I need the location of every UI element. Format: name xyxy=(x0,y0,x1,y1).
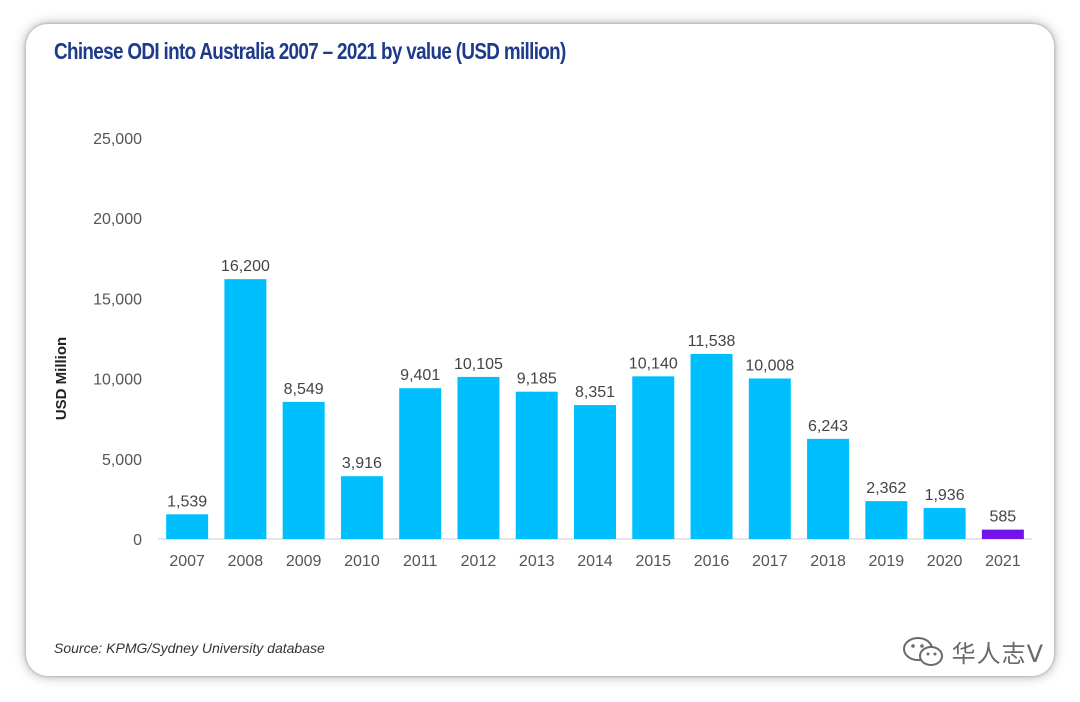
y-tick-label: 15,000 xyxy=(93,291,142,308)
bar-chart: 0 5,000 10,000 15,000 20,000 25,000 USD Millio… xyxy=(53,131,1032,570)
chart-title: Chinese ODI into Australia 2007 – 2021 b… xyxy=(54,38,566,64)
x-tick-label-2009: 2009 xyxy=(286,553,322,570)
x-tick-label-2010: 2010 xyxy=(344,553,380,570)
bar-2021 xyxy=(981,529,1024,539)
source-note: Source: KPMG/Sydney University database xyxy=(54,640,325,656)
y-axis-title: USD Million xyxy=(53,337,70,420)
data-label-2020: 1,936 xyxy=(925,487,965,504)
x-tick-label-2014: 2014 xyxy=(577,553,613,570)
watermark: 华人志V xyxy=(902,634,1044,669)
x-tick-label-2007: 2007 xyxy=(169,553,205,570)
data-label-2021: 585 xyxy=(990,509,1017,526)
y-tick-label: 20,000 xyxy=(93,211,142,228)
bar-2013 xyxy=(515,391,558,539)
wechat-icon xyxy=(902,636,943,666)
watermark-text: 华人志V xyxy=(951,640,1044,668)
data-label-2018: 6,243 xyxy=(808,418,848,435)
x-tick-label-2020: 2020 xyxy=(927,553,963,570)
bar-2016 xyxy=(690,353,733,539)
data-label-2019: 2,362 xyxy=(866,480,906,497)
y-tick-label: 10,000 xyxy=(93,372,142,389)
data-label-2017: 10,008 xyxy=(745,357,794,374)
bar-2012 xyxy=(457,376,500,539)
y-tick-label: 5,000 xyxy=(102,452,142,469)
bar-2015 xyxy=(632,376,675,539)
x-tick-label-2017: 2017 xyxy=(752,553,788,570)
data-label-2010: 3,916 xyxy=(342,455,382,472)
data-label-2009: 8,549 xyxy=(284,381,324,398)
data-label-2008: 16,200 xyxy=(221,258,270,275)
data-label-2011: 9,401 xyxy=(400,367,440,384)
bar-2019 xyxy=(865,501,908,539)
data-label-2016: 11,538 xyxy=(688,333,736,350)
x-tick-label-2012: 2012 xyxy=(461,553,497,570)
data-label-2014: 8,351 xyxy=(575,384,615,401)
bar-2014 xyxy=(574,405,616,539)
x-tick-label-2011: 2011 xyxy=(403,553,438,570)
y-tick-label: 0 xyxy=(133,532,142,549)
bar-2017 xyxy=(748,378,791,539)
bar-2020 xyxy=(923,507,966,539)
bar-2018 xyxy=(807,438,850,539)
bar-2011 xyxy=(399,388,442,539)
bar-2010 xyxy=(340,476,383,539)
data-label-2012: 10,105 xyxy=(454,356,503,373)
y-tick-label: 25,000 xyxy=(93,131,142,148)
chart-card: 0 5,000 10,000 15,000 20,000 25,000 USD Millio… xyxy=(26,24,1054,676)
x-tick-label-2013: 2013 xyxy=(519,553,555,570)
x-tick-label-2021: 2021 xyxy=(985,553,1021,570)
data-label-2015: 10,140 xyxy=(629,355,678,372)
bar-2009 xyxy=(282,401,325,539)
x-tick-label-2019: 2019 xyxy=(869,553,905,570)
bar-2008 xyxy=(224,279,267,539)
x-tick-label-2008: 2008 xyxy=(228,553,264,570)
x-tick-label-2016: 2016 xyxy=(694,553,730,570)
x-tick-label-2018: 2018 xyxy=(810,553,846,570)
data-label-2013: 9,185 xyxy=(517,371,557,388)
x-tick-label-2015: 2015 xyxy=(635,553,671,570)
bar-2007 xyxy=(166,514,209,539)
data-label-2007: 1,539 xyxy=(167,493,207,510)
